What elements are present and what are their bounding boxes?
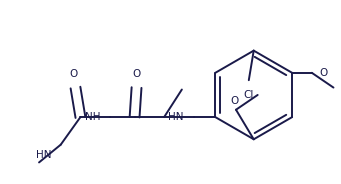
Text: O: O — [69, 69, 78, 79]
Text: NH: NH — [85, 112, 100, 122]
Text: Cl: Cl — [243, 90, 254, 100]
Text: O: O — [320, 68, 328, 78]
Text: HN: HN — [168, 112, 184, 122]
Text: HN: HN — [36, 150, 52, 160]
Text: O: O — [230, 96, 238, 106]
Text: O: O — [132, 69, 141, 79]
